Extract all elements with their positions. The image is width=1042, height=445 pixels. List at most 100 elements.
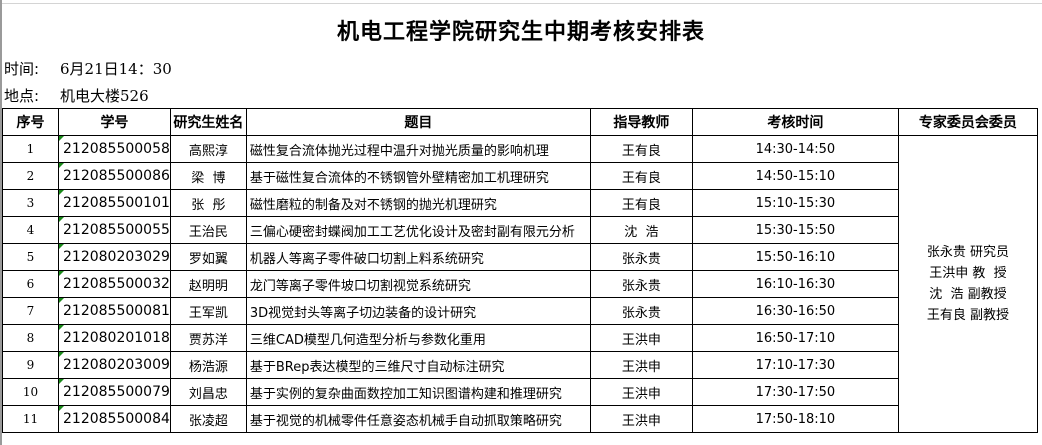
cell-exam-time[interactable]: 17:30-17:50: [691, 378, 899, 406]
cell-topic[interactable]: 基于视觉的机械零件任意姿态机械手自动抓取策略研究: [245, 405, 591, 433]
place-value: 机电大楼526: [60, 87, 149, 105]
cell-exam-time[interactable]: 16:30-16:50: [691, 297, 899, 325]
header-committee: 专家委员会委员: [897, 108, 1038, 136]
cell-topic[interactable]: 基于磁性复合流体的不锈钢管外壁精密加工机理研究: [245, 162, 591, 190]
cell-exam-time[interactable]: 14:50-15:10: [691, 162, 899, 190]
cell-advisor[interactable]: 王洪申: [589, 351, 693, 379]
cell-student-name[interactable]: 王治民: [169, 216, 247, 244]
table-row: 1 212085500058 高熙淳 磁性复合流体抛光过程中温升对抛光质量的影响机理王…: [2, 135, 1038, 433]
place-line: 地点: 机电大楼526: [4, 85, 149, 106]
header-advisor: 指导教师: [589, 108, 693, 136]
header-row: 序号 学号 研究生姓名 题目 指导教师 考核时间 专家委员会委员: [2, 108, 1038, 136]
cell-topic[interactable]: 3D视觉封头等离子切边装备的设计研究: [245, 297, 591, 325]
cell-student-name[interactable]: 贾苏洋: [169, 324, 247, 352]
cell-student-name[interactable]: 张凌超: [169, 405, 247, 433]
cell-student-name[interactable]: 张 彤: [169, 189, 247, 217]
cell-student-id[interactable]: 212085500086: [58, 162, 171, 190]
cell-topic[interactable]: 磁性磨粒的制备及对不锈钢的抛光机理研究: [245, 189, 591, 217]
cell-topic[interactable]: 三维CAD模型几何造型分析与参数化重用: [245, 324, 591, 352]
cell-student-id[interactable]: 212085500084: [58, 405, 171, 433]
cell-committee[interactable]: 张永贵 研究员 王洪申 教 授沈 浩 副教授 王有良 副教授: [897, 135, 1038, 433]
table-row: 4 212085500055 王治民 三偏心硬密封蝶阀加工工艺优化设计及密封副有限元分…: [2, 216, 1038, 244]
cell-exam-time[interactable]: 14:30-14:50: [691, 135, 899, 163]
cell-exam-time[interactable]: 15:50-16:10: [691, 243, 899, 271]
cell-advisor[interactable]: 张永贵: [589, 270, 693, 298]
schedule-table: 序号 学号 研究生姓名 题目 指导教师 考核时间 专家委员会委员 1 212085…: [2, 108, 1038, 433]
table-row: 7 212085500081 王军凯 3D视觉封头等离子切边装备的设计研究 张永贵 16:…: [2, 297, 1038, 325]
cell-seq[interactable]: 1: [2, 135, 59, 163]
table-row: 3 212085500101 张 彤磁性磨粒的制备及对不锈钢的抛光机理研究 王有良 15…: [2, 189, 1038, 217]
cell-student-id[interactable]: 212080201018: [58, 324, 171, 352]
cell-student-id[interactable]: 212085500055: [58, 216, 171, 244]
committee-member: 王洪申 教 授: [929, 266, 1007, 281]
cell-seq[interactable]: 4: [2, 216, 59, 244]
time-value: 6月21日14：30: [60, 60, 172, 78]
table-row: 5 212080203029 罗如翼 机器人等离子零件破口切割上料系统研究 张永贵 15:…: [2, 243, 1038, 271]
cell-student-name[interactable]: 刘昌忠: [169, 378, 247, 406]
cell-seq[interactable]: 7: [2, 297, 59, 325]
sheet-edge: [0, 0, 2, 445]
cell-student-name[interactable]: 罗如翼: [169, 243, 247, 271]
cell-exam-time[interactable]: 16:50-17:10: [691, 324, 899, 352]
cell-student-id[interactable]: 212085500081: [58, 297, 171, 325]
table-row: 6 212085500032 赵明明 龙门等离子零件坡口切割视觉系统研究 张永贵 16:1…: [2, 270, 1038, 298]
page-title: 机电工程学院研究生中期考核安排表: [336, 20, 705, 45]
cell-seq[interactable]: 5: [2, 243, 59, 271]
cell-advisor[interactable]: 王有良: [589, 135, 693, 163]
committee-member: 王有良 副教授: [926, 308, 1009, 323]
time-line: 时间: 6月21日14：30: [4, 58, 172, 79]
cell-student-id[interactable]: 212085500058: [58, 135, 171, 163]
cell-topic[interactable]: 机器人等离子零件破口切割上料系统研究: [245, 243, 591, 271]
committee-member: 沈 浩 副教授: [929, 287, 1007, 302]
cell-student-name[interactable]: 王军凯: [169, 297, 247, 325]
cell-exam-time[interactable]: 17:10-17:30: [691, 351, 899, 379]
cell-advisor[interactable]: 张永贵: [589, 243, 693, 271]
cell-topic[interactable]: 基于BRep表达模型的三维尺寸自动标注研究: [245, 351, 591, 379]
header-student-name: 研究生姓名: [169, 108, 247, 136]
cell-seq[interactable]: 3: [2, 189, 59, 217]
cell-topic[interactable]: 三偏心硬密封蝶阀加工工艺优化设计及密封副有限元分析: [245, 216, 591, 244]
time-label: 时间:: [4, 60, 40, 78]
cell-seq[interactable]: 8: [2, 324, 59, 352]
cell-seq[interactable]: 10: [2, 378, 59, 406]
cell-exam-time[interactable]: 15:10-15:30: [691, 189, 899, 217]
cell-exam-time[interactable]: 16:10-16:30: [691, 270, 899, 298]
table-row: 9 212080203009 杨浩源 基于BRep表达模型的三维尺寸自动标注研究 王洪申…: [2, 351, 1038, 379]
cell-seq[interactable]: 2: [2, 162, 59, 190]
sheet-gridline: [0, 0, 1042, 4]
header-student-id: 学号: [58, 108, 171, 136]
cell-topic[interactable]: 基于实例的复杂曲面数控加工知识图谱构建和推理研究: [245, 378, 591, 406]
header-topic: 题目: [245, 108, 591, 136]
cell-advisor[interactable]: 王有良: [589, 162, 693, 190]
cell-student-id[interactable]: 212085500101: [58, 189, 171, 217]
cell-advisor[interactable]: 沈 浩: [589, 216, 693, 244]
place-label: 地点:: [4, 87, 40, 105]
header-seq: 序号: [2, 108, 59, 136]
cell-seq[interactable]: 11: [2, 405, 59, 433]
table-row: 10 212085500079 刘昌忠 基于实例的复杂曲面数控加工知识图谱构建和推理研…: [2, 378, 1038, 406]
cell-exam-time[interactable]: 15:30-15:50: [691, 216, 899, 244]
cell-exam-time[interactable]: 17:50-18:10: [691, 405, 899, 433]
cell-student-name[interactable]: 杨浩源: [169, 351, 247, 379]
cell-student-id[interactable]: 212080203029: [58, 243, 171, 271]
cell-student-id[interactable]: 212085500032: [58, 270, 171, 298]
cell-seq[interactable]: 6: [2, 270, 59, 298]
cell-student-name[interactable]: 梁 博: [169, 162, 247, 190]
cell-student-id[interactable]: 212080203009: [58, 351, 171, 379]
cell-topic[interactable]: 龙门等离子零件坡口切割视觉系统研究: [245, 270, 591, 298]
table-row: 2 212085500086 梁 博基于磁性复合流体的不锈钢管外壁精密加工机理研究王…: [2, 162, 1038, 190]
committee-member: 张永贵 研究员: [926, 245, 1009, 260]
cell-student-name[interactable]: 赵明明: [169, 270, 247, 298]
cell-advisor[interactable]: 张永贵: [589, 297, 693, 325]
cell-advisor[interactable]: 王有良: [589, 189, 693, 217]
cell-student-id[interactable]: 212085500079: [58, 378, 171, 406]
table-row: 8 212080201018 贾苏洋 三维CAD模型几何造型分析与参数化重用 王洪申 16…: [2, 324, 1038, 352]
cell-advisor[interactable]: 王洪申: [589, 405, 693, 433]
cell-advisor[interactable]: 王洪申: [589, 378, 693, 406]
cell-student-name[interactable]: 高熙淳: [169, 135, 247, 163]
cell-seq[interactable]: 9: [2, 351, 59, 379]
cell-advisor[interactable]: 王洪申: [589, 324, 693, 352]
cell-topic[interactable]: 磁性复合流体抛光过程中温升对抛光质量的影响机理: [245, 135, 591, 163]
header-exam-time: 考核时间: [691, 108, 899, 136]
table-row: 11 212085500084 张凌超 基于视觉的机械零件任意姿态机械手自动抓取策略研…: [2, 405, 1038, 433]
